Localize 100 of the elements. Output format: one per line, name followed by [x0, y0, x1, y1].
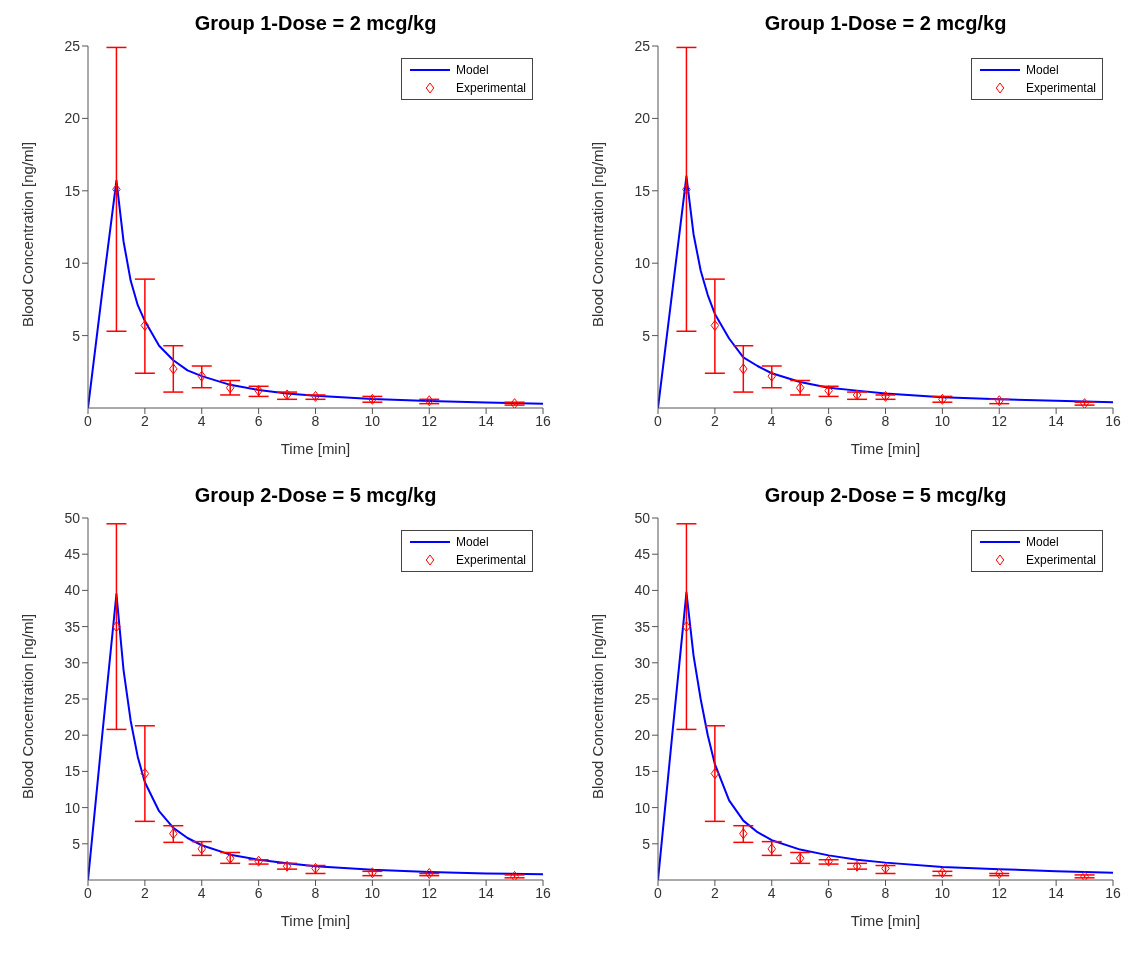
- y-tick-label: 15: [64, 763, 81, 780]
- y-tick-label: 10: [64, 799, 81, 816]
- x-tick-label: 4: [767, 412, 776, 429]
- y-tick-label: 40: [634, 582, 651, 599]
- legend-label: Model: [455, 535, 489, 549]
- x-tick-label: 6: [824, 884, 833, 901]
- x-tick-label: 6: [824, 412, 833, 429]
- x-tick-label: 14: [478, 412, 495, 429]
- point: [824, 855, 833, 867]
- x-tick-label: 0: [84, 412, 93, 429]
- point: [995, 395, 1004, 407]
- x-tick-label: 16: [1105, 884, 1121, 901]
- chart-title: Group 2-Dose = 5 mcg/kg: [763, 483, 1008, 508]
- point: [140, 768, 150, 780]
- y-tick-label: 20: [64, 110, 81, 127]
- point: [197, 370, 206, 382]
- x-tick-label: 12: [991, 412, 1008, 429]
- point: [425, 395, 434, 407]
- x-tick-label: 12: [421, 412, 438, 429]
- x-tick-label: 14: [478, 884, 495, 901]
- y-tick-label: 15: [64, 182, 81, 199]
- y-tick-label: 20: [64, 727, 81, 744]
- x-tick-label: 4: [767, 884, 776, 901]
- x-tick-label: 8: [311, 412, 320, 429]
- x-axis-title: Time [min]: [850, 912, 921, 929]
- y-tick-label: 35: [64, 618, 81, 635]
- x-tick-label: 14: [1048, 884, 1065, 901]
- point: [795, 852, 805, 864]
- chart-title: Group 2-Dose = 5 mcg/kg: [193, 483, 438, 508]
- point: [767, 370, 776, 382]
- x-tick-label: 8: [311, 884, 320, 901]
- point: [795, 382, 805, 394]
- y-tick-label: 25: [64, 37, 81, 54]
- y-axis-title: Blood Concentration [ng/ml]: [19, 141, 37, 327]
- y-tick-label: 10: [634, 799, 651, 816]
- legend-label: Model: [1025, 535, 1059, 549]
- legend-label: Experimental: [1025, 553, 1096, 567]
- x-tick-label: 2: [140, 884, 149, 901]
- point: [852, 860, 862, 872]
- y-tick-label: 5: [72, 327, 81, 344]
- point: [254, 855, 263, 867]
- point: [169, 828, 178, 840]
- legend-label: Model: [1025, 63, 1059, 77]
- x-tick-label: 2: [710, 884, 719, 901]
- chart-title: Group 1-Dose = 2 mcg/kg: [193, 11, 438, 36]
- y-tick-label: 20: [634, 110, 651, 127]
- point: [682, 183, 691, 195]
- x-tick-label: 16: [535, 884, 551, 901]
- legend-label: Experimental: [455, 553, 526, 567]
- y-axis-title: Blood Concentration [ng/ml]: [589, 613, 607, 799]
- x-tick-label: 12: [991, 884, 1008, 901]
- y-tick-label: 10: [64, 255, 81, 272]
- x-tick-label: 10: [364, 412, 381, 429]
- y-tick-label: 50: [64, 509, 81, 526]
- y-tick-label: 25: [634, 690, 651, 707]
- x-axis-title: Time [min]: [850, 440, 921, 457]
- x-tick-label: 6: [254, 884, 263, 901]
- x-tick-label: 0: [654, 884, 663, 901]
- point: [425, 867, 434, 879]
- y-tick-label: 10: [634, 255, 651, 272]
- point: [225, 382, 235, 394]
- x-tick-label: 10: [364, 884, 381, 901]
- y-tick-label: 45: [634, 546, 651, 563]
- y-tick-label: 30: [634, 654, 651, 671]
- y-tick-label: 40: [64, 582, 81, 599]
- point: [995, 867, 1004, 879]
- point: [112, 183, 121, 195]
- legend-label: Model: [455, 63, 489, 77]
- point: [311, 390, 320, 402]
- point: [112, 621, 121, 633]
- legend-label: Experimental: [455, 81, 526, 95]
- point: [682, 621, 691, 633]
- x-tick-label: 0: [84, 884, 93, 901]
- x-tick-label: 10: [934, 884, 951, 901]
- point: [197, 843, 206, 855]
- y-tick-label: 45: [64, 546, 81, 563]
- x-tick-label: 4: [197, 884, 206, 901]
- x-tick-label: 6: [254, 412, 263, 429]
- point: [282, 860, 292, 872]
- point: [710, 768, 720, 780]
- point: [225, 852, 235, 864]
- y-tick-label: 25: [64, 690, 81, 707]
- y-tick-label: 15: [634, 182, 651, 199]
- y-tick-label: 5: [642, 835, 651, 852]
- chart-title: Group 1-Dose = 2 mcg/kg: [763, 11, 1008, 36]
- x-tick-label: 2: [710, 412, 719, 429]
- y-tick-label: 5: [642, 327, 651, 344]
- y-tick-label: 50: [634, 509, 651, 526]
- point: [767, 843, 776, 855]
- x-axis-title: Time [min]: [280, 440, 351, 457]
- y-axis-title: Blood Concentration [ng/ml]: [19, 613, 37, 799]
- y-tick-label: 15: [634, 763, 651, 780]
- legend-label: Experimental: [1025, 81, 1096, 95]
- point: [140, 319, 150, 331]
- point: [739, 828, 748, 840]
- x-tick-label: 14: [1048, 412, 1065, 429]
- point: [739, 363, 748, 375]
- x-tick-label: 4: [197, 412, 206, 429]
- x-axis-title: Time [min]: [280, 912, 351, 929]
- y-axis-title: Blood Concentration [ng/ml]: [589, 141, 607, 327]
